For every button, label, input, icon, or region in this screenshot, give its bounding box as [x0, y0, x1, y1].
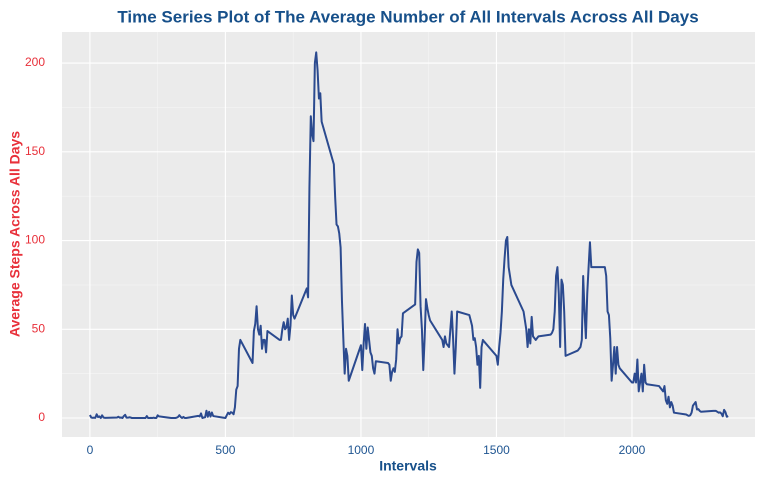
chart-title: Time Series Plot of The Average Number o… [117, 7, 698, 26]
y-tick-label: 200 [25, 55, 45, 69]
y-tick-label: 50 [32, 321, 46, 335]
data-line [89, 51, 729, 420]
y-tick-label: 0 [38, 410, 45, 424]
x-tick-label: 1000 [348, 443, 375, 457]
x-axis-label: Intervals [379, 458, 437, 474]
x-tick-label: 1500 [483, 443, 510, 457]
y-tick-label: 100 [25, 233, 45, 247]
x-tick-label: 500 [215, 443, 235, 457]
grid [62, 32, 755, 437]
y-axis-label: Average Steps Across All Days [7, 131, 23, 337]
plot-panel [62, 32, 755, 437]
x-tick-label: 0 [87, 443, 94, 457]
x-tick-label: 2000 [619, 443, 646, 457]
y-tick-label: 150 [25, 144, 45, 158]
plot-area [89, 51, 729, 420]
